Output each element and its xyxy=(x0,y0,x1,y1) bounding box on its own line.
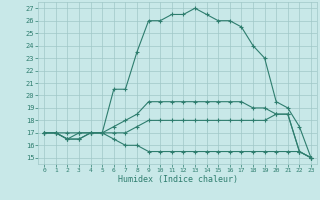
X-axis label: Humidex (Indice chaleur): Humidex (Indice chaleur) xyxy=(118,175,238,184)
